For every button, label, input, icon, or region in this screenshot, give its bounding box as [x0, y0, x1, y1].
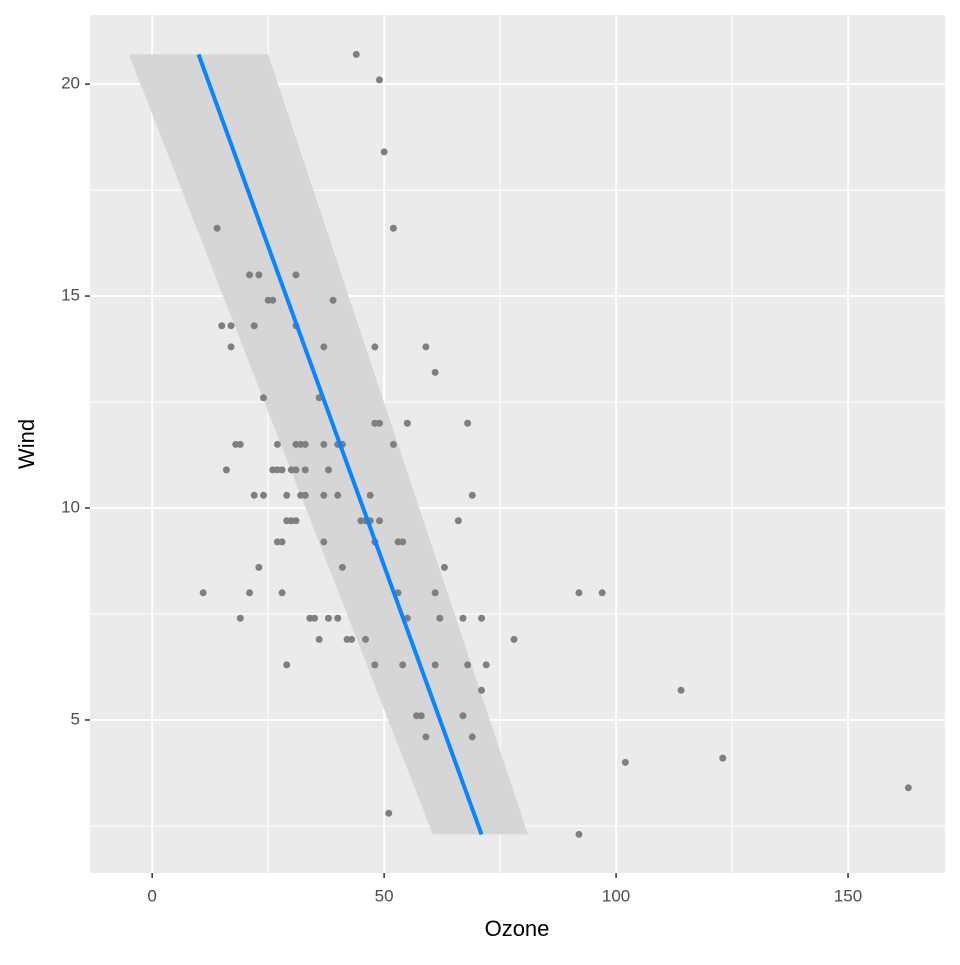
regression-line: [196, 53, 484, 836]
y-tick-label: 15: [61, 286, 80, 305]
point: [334, 491, 342, 499]
x-axis-title: Ozone: [485, 916, 550, 941]
point: [338, 563, 346, 571]
point: [324, 614, 332, 622]
point: [283, 661, 291, 669]
x-tick-label: 0: [147, 886, 156, 905]
y-tick-label: 10: [61, 497, 80, 516]
y-tick-label: 5: [71, 709, 80, 728]
point: [236, 614, 244, 622]
point: [621, 758, 629, 766]
point: [389, 440, 397, 448]
point: [399, 661, 407, 669]
point: [278, 466, 286, 474]
point: [246, 589, 254, 597]
point: [575, 589, 583, 597]
point: [375, 419, 383, 427]
point: [250, 322, 258, 330]
point: [464, 419, 472, 427]
point: [482, 661, 490, 669]
point: [478, 686, 486, 694]
point: [389, 224, 397, 232]
point: [719, 754, 727, 762]
point: [320, 538, 328, 546]
point: [375, 76, 383, 84]
point: [222, 466, 230, 474]
point: [320, 440, 328, 448]
point: [422, 343, 430, 351]
x-tick-label: 150: [834, 886, 862, 905]
point: [320, 343, 328, 351]
point: [454, 517, 462, 525]
point: [431, 589, 439, 597]
point: [510, 635, 518, 643]
point: [236, 440, 244, 448]
x-tick-label: 100: [602, 886, 630, 905]
point: [292, 466, 300, 474]
point: [677, 686, 685, 694]
point: [468, 733, 476, 741]
y-axis-title: Wind: [14, 419, 39, 469]
point: [283, 491, 291, 499]
point: [436, 614, 444, 622]
point: [399, 538, 407, 546]
point: [598, 589, 606, 597]
point: [301, 491, 309, 499]
point: [301, 466, 309, 474]
point: [440, 563, 448, 571]
point: [320, 491, 328, 499]
point: [324, 466, 332, 474]
point: [403, 419, 411, 427]
point: [375, 517, 383, 525]
point: [278, 538, 286, 546]
point: [385, 809, 393, 817]
point: [575, 830, 583, 838]
point: [311, 614, 319, 622]
point: [352, 50, 360, 58]
point: [366, 491, 374, 499]
point: [315, 635, 323, 643]
point: [246, 271, 254, 279]
point: [904, 784, 912, 792]
point: [255, 271, 263, 279]
point: [459, 712, 467, 720]
point: [227, 322, 235, 330]
point: [348, 635, 356, 643]
point: [260, 394, 268, 402]
point: [292, 271, 300, 279]
point: [199, 589, 207, 597]
point: [431, 661, 439, 669]
point: [478, 614, 486, 622]
point: [380, 148, 388, 156]
point: [464, 661, 472, 669]
point: [301, 440, 309, 448]
point: [417, 712, 425, 720]
point: [292, 517, 300, 525]
point: [431, 368, 439, 376]
point: [260, 491, 268, 499]
point: [422, 733, 430, 741]
point: [255, 563, 263, 571]
point: [459, 614, 467, 622]
point: [250, 491, 258, 499]
point: [213, 224, 221, 232]
point: [334, 614, 342, 622]
point: [273, 440, 281, 448]
point: [371, 661, 379, 669]
confidence-band: [128, 54, 528, 835]
point: [278, 589, 286, 597]
point: [362, 635, 370, 643]
point: [218, 322, 226, 330]
y-tick-label: 20: [61, 74, 80, 93]
point: [227, 343, 235, 351]
point: [329, 296, 337, 304]
point: [468, 491, 476, 499]
point: [269, 296, 277, 304]
x-tick-label: 50: [375, 886, 394, 905]
point: [371, 343, 379, 351]
